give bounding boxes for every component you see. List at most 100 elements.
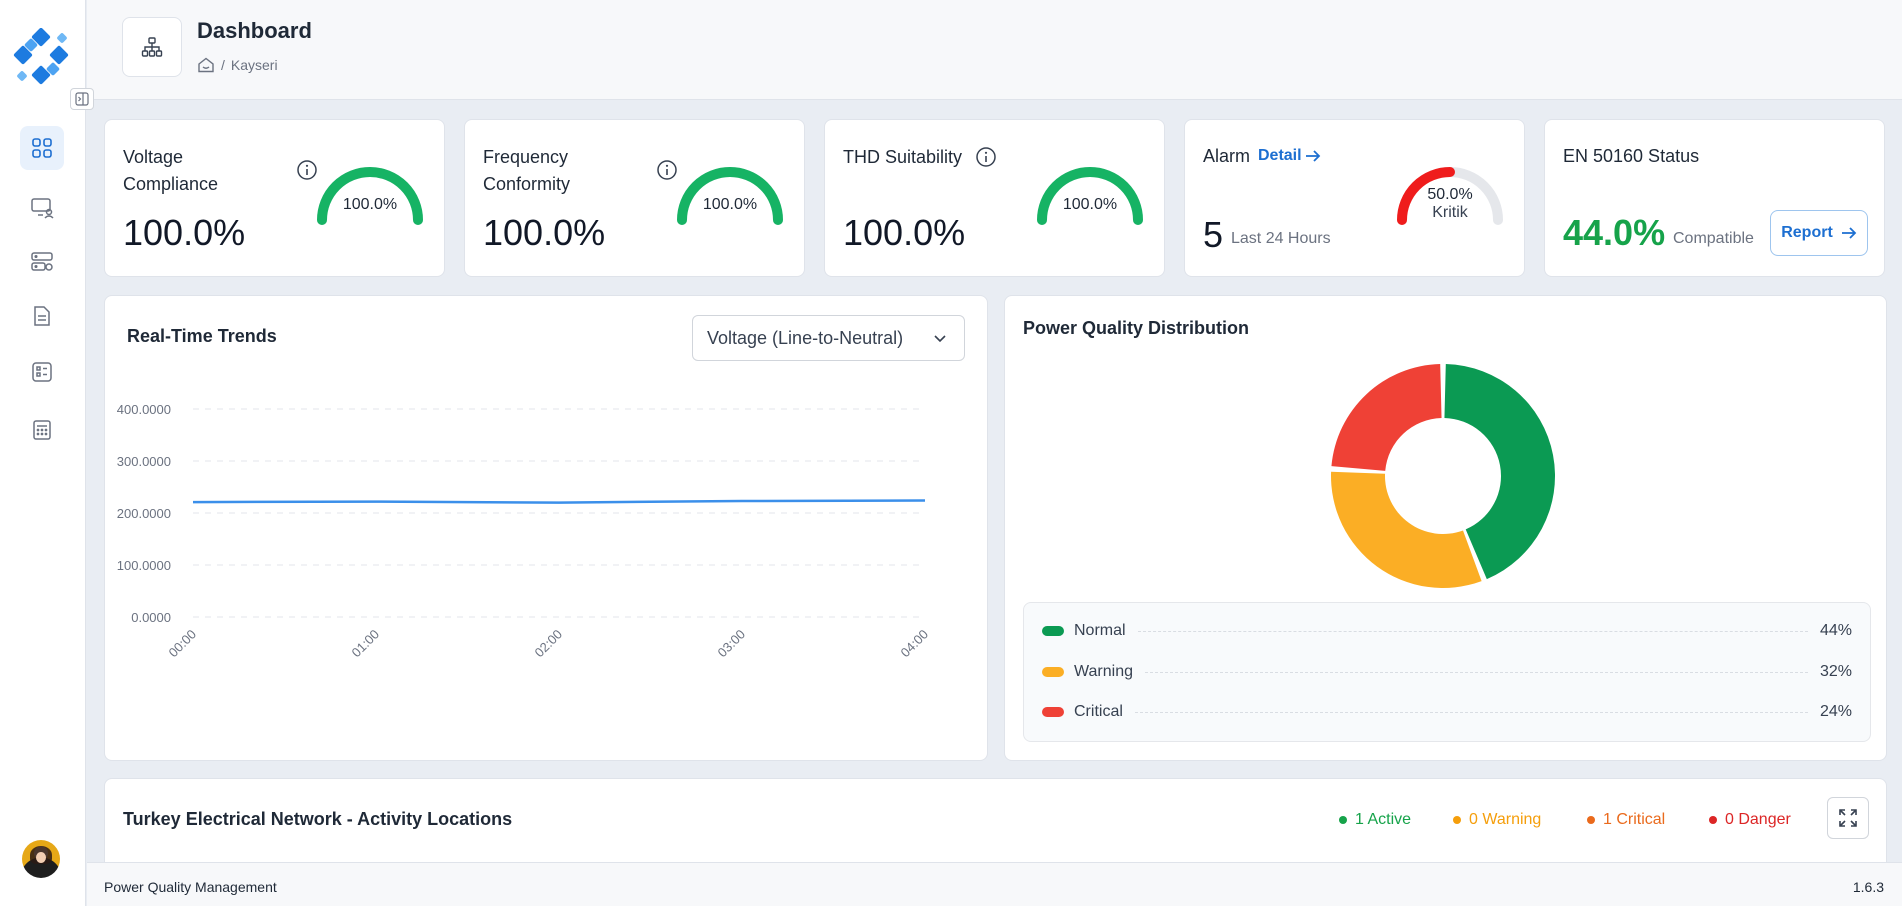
frequency-conformity-card: Frequency Conformity 100.0% 100.0% bbox=[464, 119, 805, 277]
breadcrumb-location[interactable]: Kayseri bbox=[230, 57, 278, 73]
user-avatar[interactable] bbox=[22, 840, 60, 878]
status-active[interactable]: 1 Active bbox=[1339, 811, 1411, 829]
footer-version: 1.6.3 bbox=[1852, 879, 1884, 895]
legend-item-critical: Critical 24% bbox=[1042, 700, 1852, 724]
trend-line-chart: 0.0000 100.0000 200.0000 300.0000 400.0000 00… bbox=[117, 402, 932, 661]
arrow-right-icon bbox=[1305, 150, 1320, 162]
voltage-compliance-gauge bbox=[317, 167, 423, 225]
en50160-status: Compatible bbox=[1673, 230, 1754, 247]
alarm-count: 5 bbox=[1203, 214, 1224, 255]
monitor-user-icon bbox=[31, 198, 54, 219]
frequency-conformity-gauge-label: 100.0% bbox=[702, 196, 758, 213]
y-tick-label: 0.0000 bbox=[131, 610, 171, 625]
status-danger[interactable]: 0 Danger bbox=[1709, 811, 1791, 829]
distribution-legend: Normal 44% Warning 32% Critical 24% bbox=[1023, 602, 1871, 742]
report-button[interactable]: Report bbox=[1770, 210, 1868, 256]
real-time-trends-title: Real-Time Trends bbox=[127, 326, 277, 346]
checklist-icon bbox=[32, 362, 52, 382]
status-critical[interactable]: 1 Critical bbox=[1587, 811, 1665, 829]
en50160-title: EN 50160 Status bbox=[1563, 146, 1700, 166]
sidebar-item-checklist[interactable] bbox=[20, 350, 64, 394]
y-tick-label: 400.0000 bbox=[117, 402, 171, 417]
server-settings-icon bbox=[31, 252, 53, 271]
x-tick-label: 03:00 bbox=[715, 627, 749, 661]
footer-app-name: Power Quality Management bbox=[104, 879, 277, 895]
sidebar-item-reports[interactable] bbox=[20, 294, 64, 338]
alarm-gauge-label: 50.0% bbox=[1427, 186, 1473, 203]
page-header: Dashboard / Kayseri bbox=[87, 0, 1902, 100]
thd-suitability-gauge bbox=[1037, 167, 1143, 225]
power-quality-distribution-panel: Power Quality Distribution Normal 44% Wa… bbox=[1004, 295, 1887, 761]
x-tick-label: 04:00 bbox=[898, 627, 932, 661]
voltage-compliance-title: Voltage Compliance bbox=[123, 147, 219, 194]
app-logo[interactable] bbox=[12, 27, 74, 90]
home-icon[interactable] bbox=[197, 56, 215, 74]
status-dot bbox=[1453, 816, 1461, 824]
series-line bbox=[192, 499, 926, 504]
sitemap-icon bbox=[141, 37, 163, 57]
hierarchy-button[interactable] bbox=[122, 17, 182, 77]
legend-label: Normal bbox=[1074, 622, 1126, 639]
legend-item-normal: Normal 44% bbox=[1042, 619, 1852, 643]
legend-swatch bbox=[1042, 626, 1064, 636]
document-icon bbox=[34, 306, 50, 326]
measurement-select[interactable]: Voltage (Line-to-Neutral) bbox=[692, 315, 965, 361]
alarm-title: Alarm bbox=[1203, 146, 1251, 166]
sidebar bbox=[0, 0, 94, 906]
legend-swatch bbox=[1042, 707, 1064, 717]
breadcrumb: / Kayseri bbox=[197, 56, 278, 74]
info-icon[interactable] bbox=[296, 159, 318, 181]
alarm-gauge-sublabel: Kritik bbox=[1432, 204, 1468, 221]
info-icon[interactable] bbox=[656, 159, 678, 181]
chevron-down-icon bbox=[934, 335, 946, 343]
status-label: 0 Warning bbox=[1469, 811, 1542, 828]
report-button-label: Report bbox=[1781, 224, 1833, 241]
thd-suitability-title: THD Suitability bbox=[843, 147, 963, 167]
frequency-conformity-gauge bbox=[677, 167, 783, 225]
power-quality-distribution-title: Power Quality Distribution bbox=[1023, 318, 1250, 338]
alarm-detail-label: Detail bbox=[1258, 147, 1302, 164]
sidebar-item-calculator[interactable] bbox=[20, 408, 64, 452]
status-label: 1 Critical bbox=[1603, 811, 1666, 828]
status-warning[interactable]: 0 Warning bbox=[1453, 811, 1541, 829]
sidebar-item-servers[interactable] bbox=[20, 240, 64, 284]
real-time-trends-panel: Real-Time Trends Voltage (Line-to-Neutra… bbox=[104, 295, 988, 761]
frequency-conformity-title: Frequency Conformity bbox=[483, 147, 571, 194]
status-dot bbox=[1587, 816, 1595, 824]
legend-item-warning: Warning 32% bbox=[1042, 660, 1852, 684]
legend-value: 32% bbox=[1819, 663, 1852, 680]
y-tick-label: 100.0000 bbox=[117, 558, 171, 573]
legend-value: 44% bbox=[1819, 622, 1852, 639]
thd-suitability-value: 100.0% bbox=[843, 212, 966, 253]
dashboard-grid-icon bbox=[32, 138, 52, 158]
en50160-status-card: EN 50160 Status 44.0% Compatible Report bbox=[1544, 119, 1885, 277]
donut-slice-critical[interactable] bbox=[1331, 364, 1442, 471]
status-dot bbox=[1709, 816, 1717, 824]
alarm-detail-link[interactable]: Detail bbox=[1258, 147, 1321, 165]
donut-slice-warning[interactable] bbox=[1330, 471, 1482, 588]
alarm-card: Alarm Detail 50.0% Kritik 5 Last 24 Hour… bbox=[1184, 119, 1525, 277]
voltage-compliance-value: 100.0% bbox=[123, 212, 246, 253]
en50160-value: 44.0% bbox=[1563, 212, 1666, 253]
sidebar-item-devices[interactable] bbox=[20, 186, 64, 230]
expand-icon bbox=[1839, 809, 1857, 827]
thd-suitability-gauge-label: 100.0% bbox=[1062, 196, 1118, 213]
legend-value: 24% bbox=[1819, 703, 1852, 720]
alarm-period: Last 24 Hours bbox=[1231, 230, 1331, 247]
alarm-gauge bbox=[1397, 167, 1503, 225]
x-tick-label: 00:00 bbox=[166, 627, 200, 661]
calculator-icon bbox=[33, 420, 51, 440]
arrow-right-icon bbox=[1841, 227, 1857, 239]
expand-map-button[interactable] bbox=[1827, 797, 1869, 839]
info-icon[interactable] bbox=[975, 146, 997, 168]
voltage-compliance-card: Voltage Compliance 100.0% 100.0% bbox=[104, 119, 445, 277]
donut-slice-normal[interactable] bbox=[1444, 364, 1556, 580]
sidebar-collapse-button[interactable] bbox=[70, 88, 94, 110]
distribution-donut-chart bbox=[1330, 364, 1556, 588]
y-tick-label: 200.0000 bbox=[117, 506, 171, 521]
sidebar-item-dashboard[interactable] bbox=[20, 126, 64, 170]
measurement-select-value: Voltage (Line-to-Neutral) bbox=[707, 327, 904, 348]
x-tick-label: 02:00 bbox=[532, 627, 566, 661]
x-tick-label: 01:00 bbox=[349, 627, 383, 661]
breadcrumb-separator: / bbox=[221, 57, 225, 73]
